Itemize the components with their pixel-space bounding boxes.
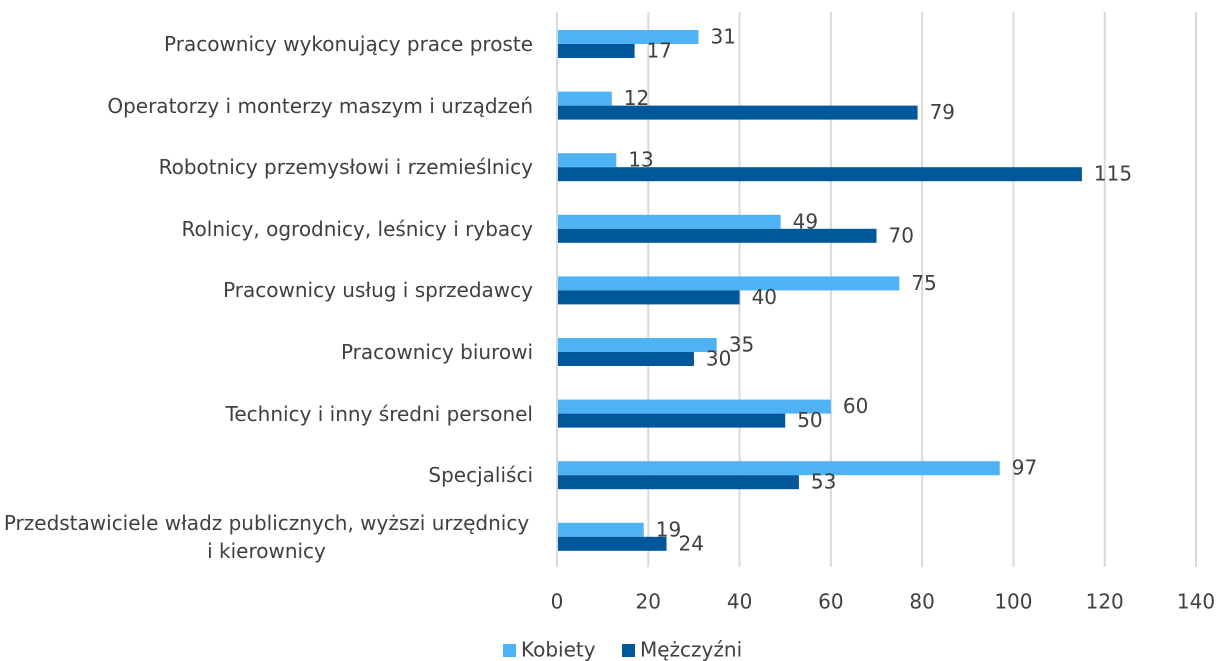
category-label-box: Robotnicy przemysłowi i rzemieślnicy	[0, 127, 533, 207]
x-tick-label: 40	[727, 590, 752, 614]
category-label-box: Pracownicy wykonujący prace proste	[0, 4, 533, 84]
category-label: Pracownicy wykonujący prace proste	[164, 32, 533, 56]
data-label: 70	[889, 223, 914, 247]
legend-swatch	[503, 644, 516, 657]
data-label: 31	[710, 25, 735, 49]
data-label: 60	[843, 394, 868, 418]
bar	[557, 276, 900, 291]
bar	[557, 91, 612, 106]
x-tick-label: 60	[818, 590, 843, 614]
bar	[557, 290, 740, 305]
bar	[557, 475, 799, 490]
category-label: Specjaliści	[428, 463, 533, 488]
x-tick-label: 0	[551, 590, 564, 614]
bar	[557, 352, 694, 366]
legend-swatch	[622, 644, 635, 657]
data-label: 50	[797, 408, 822, 432]
x-tick-label: 100	[994, 590, 1032, 614]
data-label: 53	[811, 470, 836, 494]
category-label-box: Pracownicy biurowi	[0, 312, 533, 392]
category-label: Pracownicy usług i sprzedawcy	[223, 278, 533, 303]
data-label: 24	[679, 531, 704, 555]
bar	[557, 214, 781, 229]
bar	[557, 413, 786, 428]
data-label: 40	[752, 285, 777, 309]
x-tick-label: 80	[909, 590, 934, 614]
bar	[557, 105, 918, 120]
category-label: Przedstawiciele władz publicznych, wyższ…	[3, 510, 530, 563]
category-label-box: Przedstawiciele władz publicznych, wyższ…	[0, 497, 533, 577]
bar	[557, 338, 717, 352]
bar	[557, 399, 831, 414]
bar	[557, 44, 635, 58]
category-label-box: Technicy i inny średni personel	[0, 374, 533, 454]
bar	[557, 461, 1000, 476]
legend-label: Kobiety	[521, 638, 596, 661]
bar	[557, 167, 1082, 182]
category-label: Robotnicy przemysłowi i rzemieślnicy	[158, 155, 533, 180]
data-label: 30	[706, 347, 731, 371]
data-label: 115	[1094, 162, 1132, 186]
x-tick-label: 20	[636, 590, 661, 614]
bar	[557, 522, 644, 537]
category-label-box: Specjaliści	[0, 435, 533, 515]
category-label: Rolnicy, ogrodnicy, leśnicy i rybacy	[181, 216, 533, 241]
legend-label: Mężczyźni	[640, 638, 742, 661]
category-label-box: Rolnicy, ogrodnicy, leśnicy i rybacy	[0, 189, 533, 269]
data-label: 17	[647, 39, 672, 63]
bar	[557, 153, 617, 168]
category-label: Technicy i inny średni personel	[225, 401, 533, 426]
data-label: 79	[930, 100, 955, 124]
data-label: 75	[911, 271, 936, 295]
category-label-box: Operatorzy i monterzy maszym i urządzeń	[0, 66, 533, 146]
bar	[557, 30, 699, 44]
category-label-box: Pracownicy usług i sprzedawcy	[0, 250, 533, 330]
data-label: 97	[1012, 456, 1037, 480]
x-tick-label: 140	[1177, 590, 1215, 614]
bar	[557, 536, 667, 551]
category-label: Operatorzy i monterzy maszym i urządzeń	[107, 93, 533, 118]
data-label: 35	[729, 333, 754, 357]
x-tick-label: 120	[1086, 590, 1124, 614]
bar	[557, 228, 877, 243]
category-label: Pracownicy biurowi	[340, 340, 533, 364]
